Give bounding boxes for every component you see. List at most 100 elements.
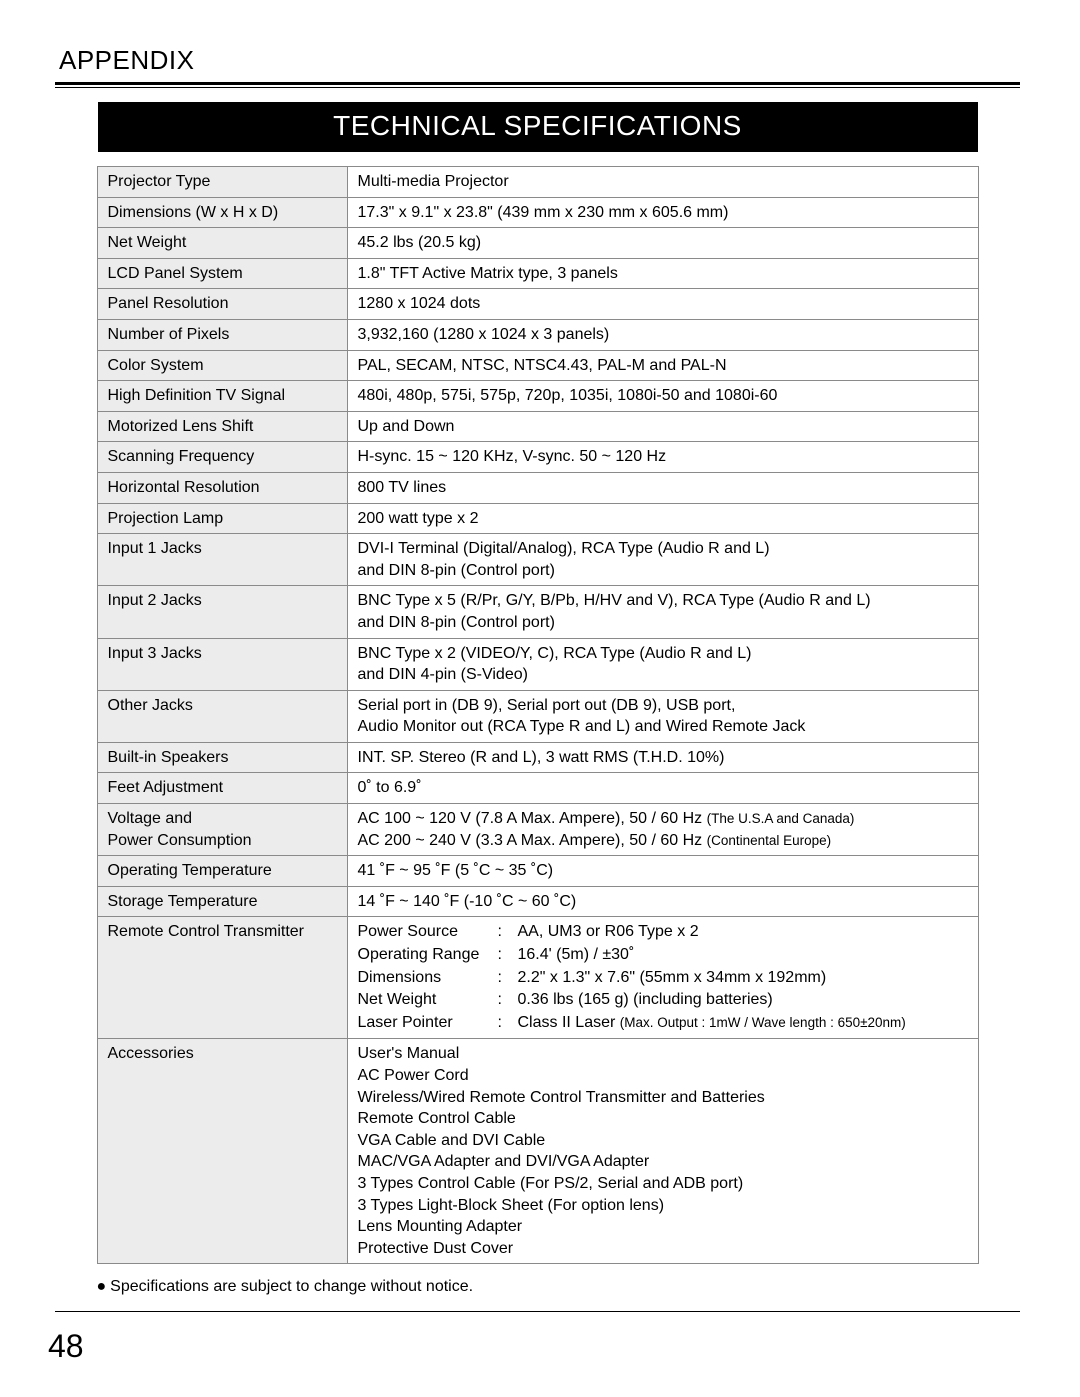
spec-value: 17.3" x 9.1" x 23.8" (439 mm x 230 mm x … [347, 197, 978, 228]
spec-label: Color System [97, 350, 347, 381]
spec-value: 1280 x 1024 dots [347, 289, 978, 320]
colon: : [498, 944, 518, 966]
table-row: Projection Lamp 200 watt type x 2 [97, 503, 978, 534]
spec-table: Projector Type Multi-media Projector Dim… [97, 166, 979, 1264]
spec-value: User's ManualAC Power CordWireless/Wired… [347, 1039, 978, 1264]
spec-value: 1.8" TFT Active Matrix type, 3 panels [347, 258, 978, 289]
colon: : [498, 1012, 518, 1034]
spec-value: DVI-I Terminal (Digital/Analog), RCA Typ… [347, 534, 978, 586]
spec-value: 800 TV lines [347, 472, 978, 503]
table-row: Net Weight 45.2 lbs (20.5 kg) [97, 228, 978, 259]
spec-label: High Definition TV Signal [97, 381, 347, 412]
spec-value: 0˚ to 6.9˚ [347, 773, 978, 804]
page-number: 48 [48, 1328, 84, 1365]
spec-label: Built-in Speakers [97, 742, 347, 773]
spec-value: PAL, SECAM, NTSC, NTSC4.43, PAL-M and PA… [347, 350, 978, 381]
spec-label: Scanning Frequency [97, 442, 347, 473]
spec-label: Feet Adjustment [97, 773, 347, 804]
table-row: Input 1 Jacks DVI-I Terminal (Digital/An… [97, 534, 978, 586]
spec-value: Serial port in (DB 9), Serial port out (… [347, 690, 978, 742]
text-line: AC 100 ~ 120 V (7.8 A Max. Ampere), 50 /… [358, 808, 970, 830]
spec-value: 41 ˚F ~ 95 ˚F (5 ˚C ~ 35 ˚C) [347, 856, 978, 887]
remote-key: Laser Pointer [358, 1012, 498, 1034]
table-row: Accessories User's ManualAC Power CordWi… [97, 1039, 978, 1264]
accessory-item: Remote Control Cable [358, 1108, 970, 1130]
table-row: Input 3 Jacks BNC Type x 2 (VIDEO/Y, C),… [97, 638, 978, 690]
table-row: Input 2 Jacks BNC Type x 5 (R/Pr, G/Y, B… [97, 586, 978, 638]
colon: : [498, 921, 518, 943]
table-row: Dimensions (W x H x D) 17.3" x 9.1" x 23… [97, 197, 978, 228]
spec-label: Panel Resolution [97, 289, 347, 320]
spec-label: Motorized Lens Shift [97, 411, 347, 442]
spec-value: Up and Down [347, 411, 978, 442]
spec-value: Power Source:AA, UM3 or R06 Type x 2Oper… [347, 917, 978, 1039]
table-row: Feet Adjustment 0˚ to 6.9˚ [97, 773, 978, 804]
accessory-item: MAC/VGA Adapter and DVI/VGA Adapter [358, 1151, 970, 1173]
remote-key: Power Source [358, 921, 498, 943]
text-line: Voltage and [108, 808, 339, 830]
section-heading: APPENDIX [59, 45, 1020, 76]
page: APPENDIX TECHNICAL SPECIFICATIONS Projec… [0, 0, 1080, 1397]
heading-rule [55, 82, 1020, 88]
table-row: Operating Temperature 41 ˚F ~ 95 ˚F (5 ˚… [97, 856, 978, 887]
remote-subrow: Net Weight:0.36 lbs (165 g) (including b… [358, 989, 970, 1011]
spec-label: Projection Lamp [97, 503, 347, 534]
accessory-item: 3 Types Control Cable (For PS/2, Serial … [358, 1173, 970, 1195]
footnote: ●Specifications are subject to change wi… [97, 1278, 979, 1296]
spec-label: Input 3 Jacks [97, 638, 347, 690]
accessory-item: VGA Cable and DVI Cable [358, 1130, 970, 1152]
accessory-item: Protective Dust Cover [358, 1238, 970, 1260]
remote-value: 16.4' (5m) / ±30˚ [518, 944, 970, 966]
spec-label: Remote Control Transmitter [97, 917, 347, 1039]
text-line: Audio Monitor out (RCA Type R and L) and… [358, 716, 970, 738]
remote-subrow: Dimensions:2.2" x 1.3" x 7.6" (55mm x 34… [358, 967, 970, 989]
spec-label: Voltage and Power Consumption [97, 804, 347, 856]
spec-value: Multi-media Projector [347, 167, 978, 198]
spec-label: Input 1 Jacks [97, 534, 347, 586]
spec-value: INT. SP. Stereo (R and L), 3 watt RMS (T… [347, 742, 978, 773]
table-row: Horizontal Resolution 800 TV lines [97, 472, 978, 503]
remote-value: Class II Laser (Max. Output : 1mW / Wave… [518, 1012, 970, 1034]
page-banner: TECHNICAL SPECIFICATIONS [98, 102, 978, 152]
accessory-item: Wireless/Wired Remote Control Transmitte… [358, 1087, 970, 1109]
spec-label: Projector Type [97, 167, 347, 198]
text-line: and DIN 8-pin (Control port) [358, 612, 970, 634]
text-line: DVI-I Terminal (Digital/Analog), RCA Typ… [358, 538, 970, 560]
spec-value: H-sync. 15 ~ 120 KHz, V-sync. 50 ~ 120 H… [347, 442, 978, 473]
table-row: Color System PAL, SECAM, NTSC, NTSC4.43,… [97, 350, 978, 381]
remote-key: Dimensions [358, 967, 498, 989]
accessory-item: Lens Mounting Adapter [358, 1216, 970, 1238]
table-row: Projector Type Multi-media Projector [97, 167, 978, 198]
table-row: Storage Temperature 14 ˚F ~ 140 ˚F (-10 … [97, 886, 978, 917]
text-line: AC 200 ~ 240 V (3.3 A Max. Ampere), 50 /… [358, 830, 970, 852]
table-row: Voltage and Power Consumption AC 100 ~ 1… [97, 804, 978, 856]
spec-value: BNC Type x 5 (R/Pr, G/Y, B/Pb, H/HV and … [347, 586, 978, 638]
spec-value: 200 watt type x 2 [347, 503, 978, 534]
text-line: and DIN 8-pin (Control port) [358, 560, 970, 582]
accessory-item: AC Power Cord [358, 1065, 970, 1087]
remote-value: 0.36 lbs (165 g) (including batteries) [518, 989, 970, 1011]
spec-value: AC 100 ~ 120 V (7.8 A Max. Ampere), 50 /… [347, 804, 978, 856]
table-row: LCD Panel System 1.8" TFT Active Matrix … [97, 258, 978, 289]
accessory-item: 3 Types Light-Block Sheet (For option le… [358, 1195, 970, 1217]
spec-label: Number of Pixels [97, 319, 347, 350]
table-row: High Definition TV Signal 480i, 480p, 57… [97, 381, 978, 412]
spec-label: Storage Temperature [97, 886, 347, 917]
spec-value: 14 ˚F ~ 140 ˚F (-10 ˚C ~ 60 ˚C) [347, 886, 978, 917]
colon: : [498, 989, 518, 1011]
text-line: Serial port in (DB 9), Serial port out (… [358, 695, 970, 717]
colon: : [498, 967, 518, 989]
remote-key: Operating Range [358, 944, 498, 966]
table-row: Scanning Frequency H-sync. 15 ~ 120 KHz,… [97, 442, 978, 473]
accessory-item: User's Manual [358, 1043, 970, 1065]
table-row: Other Jacks Serial port in (DB 9), Seria… [97, 690, 978, 742]
remote-subrow: Laser Pointer:Class II Laser (Max. Outpu… [358, 1012, 970, 1034]
remote-subrow: Operating Range:16.4' (5m) / ±30˚ [358, 944, 970, 966]
table-row: Panel Resolution 1280 x 1024 dots [97, 289, 978, 320]
table-row: Number of Pixels 3,932,160 (1280 x 1024 … [97, 319, 978, 350]
remote-value: AA, UM3 or R06 Type x 2 [518, 921, 970, 943]
text-line: BNC Type x 2 (VIDEO/Y, C), RCA Type (Aud… [358, 643, 970, 665]
spec-label: Other Jacks [97, 690, 347, 742]
text-line: BNC Type x 5 (R/Pr, G/Y, B/Pb, H/HV and … [358, 590, 970, 612]
spec-value: 480i, 480p, 575i, 575p, 720p, 1035i, 108… [347, 381, 978, 412]
